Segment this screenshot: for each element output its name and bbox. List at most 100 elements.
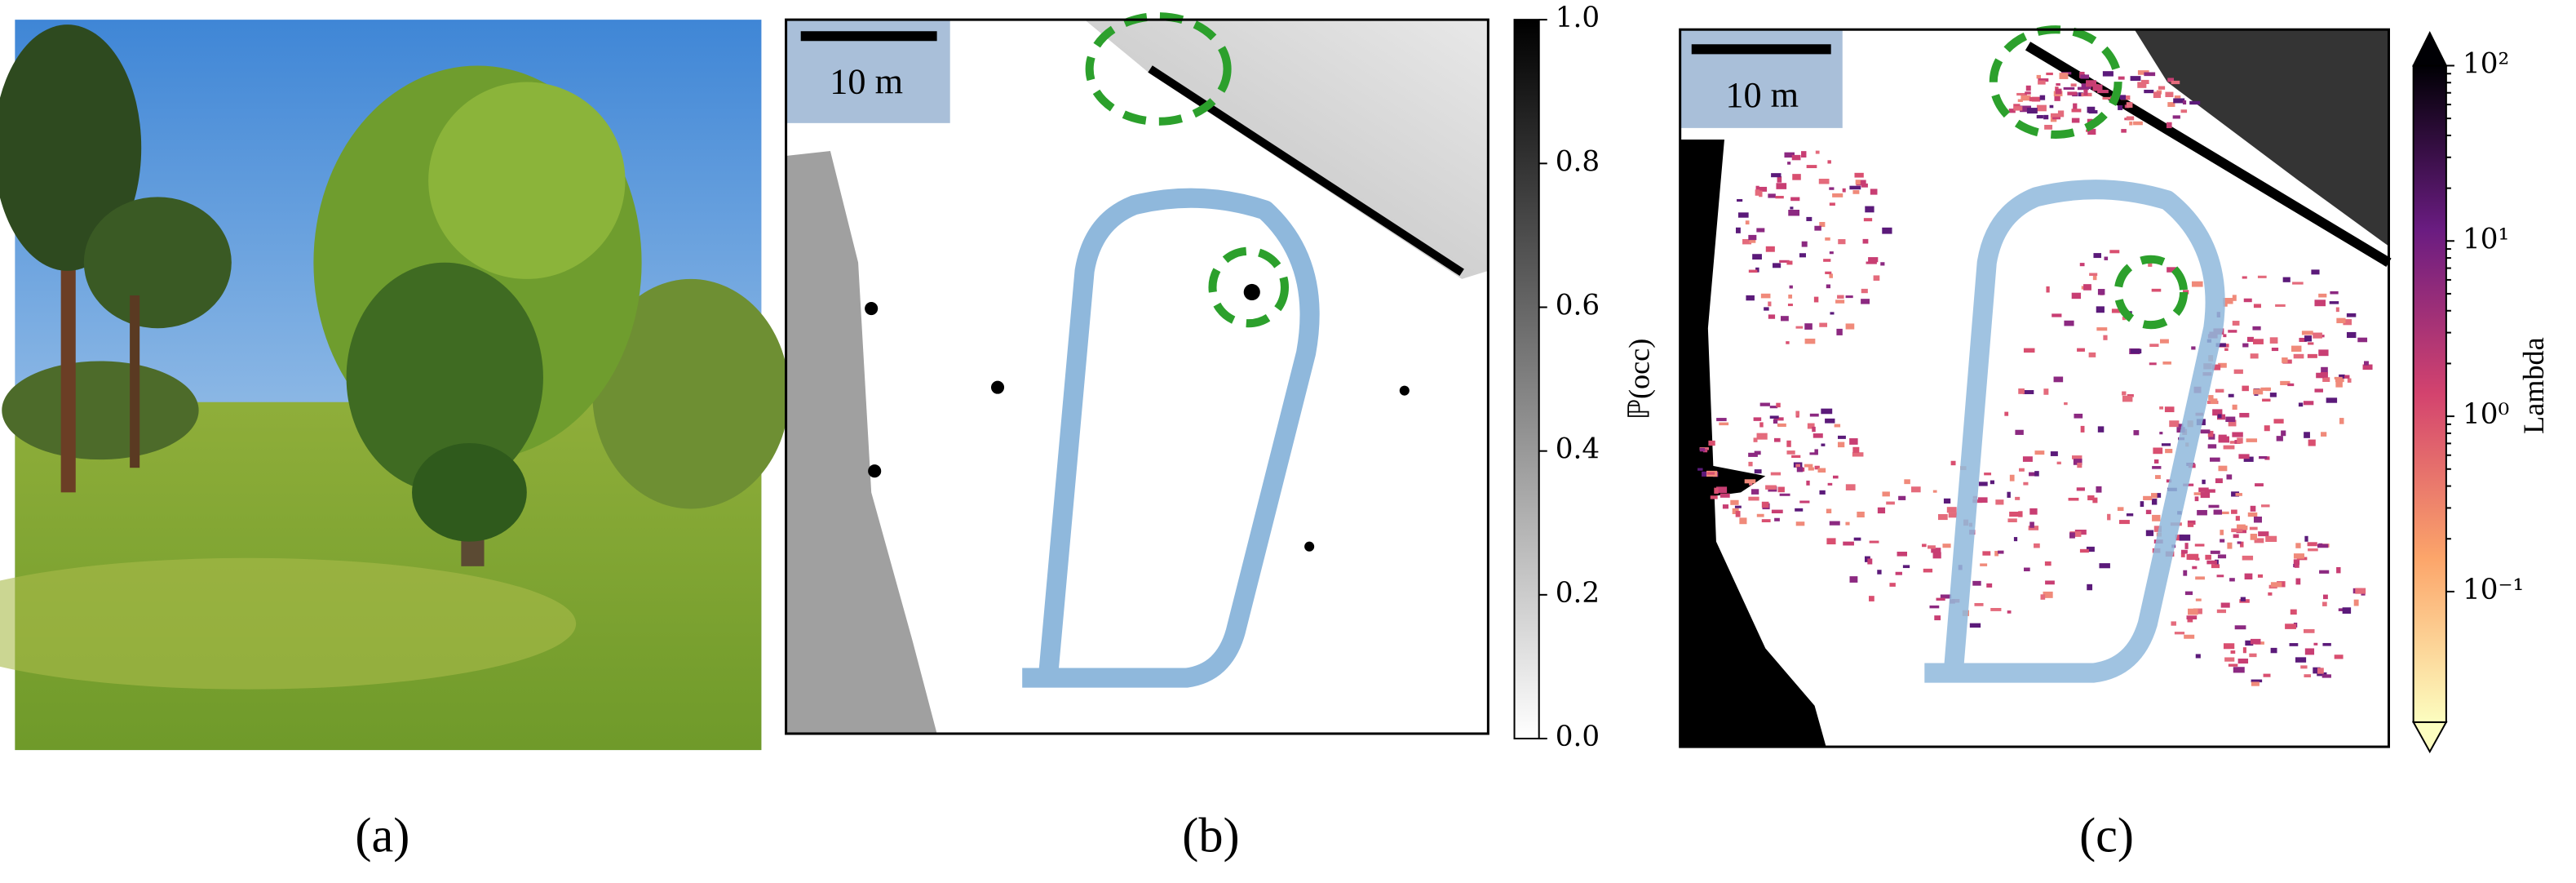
speckle: [1775, 195, 1784, 199]
speckle: [2224, 657, 2235, 662]
speckle: [1748, 461, 1753, 467]
speckle: [2270, 582, 2282, 588]
speckle: [2079, 548, 2089, 553]
speckle: [2212, 409, 2223, 416]
speckle: [1787, 162, 1791, 165]
speckle: [2089, 273, 2098, 277]
speckle: [2087, 495, 2095, 501]
speckle: [1795, 521, 1805, 526]
speckle: [2208, 504, 2220, 508]
tick-label: 0.4: [1556, 433, 1600, 466]
speckle: [1882, 227, 1892, 234]
speckle: [2056, 82, 2060, 86]
speckle: [2242, 343, 2249, 348]
speckle: [2102, 71, 2113, 77]
speckle: [2237, 541, 2242, 544]
speckle: [2353, 599, 2359, 606]
speckle: [2313, 332, 2322, 339]
speckle: [2204, 489, 2215, 493]
speckle: [2336, 566, 2341, 574]
speckle: [2018, 511, 2023, 517]
speckle: [1843, 541, 1854, 546]
speckle: [1768, 314, 1776, 319]
speckle: [1974, 602, 1984, 606]
speckle: [1880, 262, 1885, 266]
speckle: [2178, 424, 2184, 428]
speckle: [2215, 388, 2224, 393]
speckle: [2036, 74, 2041, 79]
speckle: [2304, 648, 2315, 655]
speckle: [2237, 658, 2249, 664]
speckle: [2077, 462, 2082, 468]
speckle: [2007, 518, 2017, 522]
speckle: [2153, 526, 2162, 532]
speckle: [2292, 282, 2304, 285]
speckle: [1765, 246, 1775, 252]
speckle: [1776, 183, 1787, 189]
speckle: [1714, 487, 1719, 494]
speckle: [1756, 186, 1768, 192]
speckle: [2215, 478, 2223, 484]
speckle: [2026, 108, 2038, 114]
speckle: [2173, 98, 2185, 104]
speckle: [1814, 449, 1818, 455]
speckle: [2043, 388, 2049, 395]
speckle: [1699, 448, 1706, 452]
speckle: [2161, 443, 2171, 446]
speckle: [2050, 113, 2060, 118]
speckle: [1897, 552, 1908, 557]
speckle: [2109, 250, 2120, 254]
speckle: [2232, 404, 2237, 410]
speckle: [2273, 419, 2284, 424]
speckle: [2009, 474, 2015, 481]
speckle: [2218, 436, 2230, 443]
speckle: [2133, 121, 2143, 126]
speckle: [1857, 511, 1865, 518]
speckle: [2339, 418, 2344, 424]
speckle: [2287, 383, 2295, 387]
speckle: [2111, 308, 2122, 313]
colorbar-label: ℙ(occ): [1623, 339, 1656, 420]
speckle: [2231, 528, 2243, 533]
speckle: [2071, 118, 2080, 123]
speckle: [1764, 307, 1769, 311]
speckle: [2179, 535, 2191, 541]
speckle: [2086, 546, 2095, 552]
speckle: [2308, 439, 2316, 446]
speckle: [2229, 578, 2235, 582]
speckle: [2295, 543, 2301, 548]
speckle: [2218, 465, 2228, 472]
speckle: [2293, 559, 2300, 566]
speckle: [1749, 239, 1756, 243]
speckle: [1826, 508, 1832, 514]
speckle: [1861, 288, 1868, 294]
speckle: [2126, 513, 2134, 517]
speckle: [2024, 567, 2030, 572]
speckle: [2197, 509, 2207, 516]
speckle: [2093, 253, 2101, 259]
speckle: [2235, 516, 2240, 521]
speckle: [2216, 609, 2227, 614]
speckle: [2295, 578, 2301, 585]
speckle: [1849, 185, 1861, 190]
speckle: [2209, 457, 2220, 462]
speckle: [2174, 632, 2185, 635]
speckle: [2228, 330, 2237, 333]
speckle: [2250, 505, 2256, 512]
speckle: [2017, 99, 2023, 102]
speckle: [1710, 495, 1718, 499]
speckle: [1838, 435, 1846, 439]
speckle: [1773, 419, 1778, 424]
speckle: [2045, 580, 2055, 585]
speckle: [2238, 454, 2250, 459]
speckle: [1832, 475, 1839, 479]
speckle: [2029, 521, 2034, 528]
speckle: [1838, 239, 1846, 245]
speckle: [2255, 483, 2264, 487]
speckle: [2164, 406, 2175, 413]
speckle: [2046, 286, 2050, 293]
speckle: [2200, 492, 2211, 499]
speckle: [2298, 402, 2304, 407]
speckle: [2329, 301, 2339, 304]
speckle: [2307, 353, 2317, 358]
